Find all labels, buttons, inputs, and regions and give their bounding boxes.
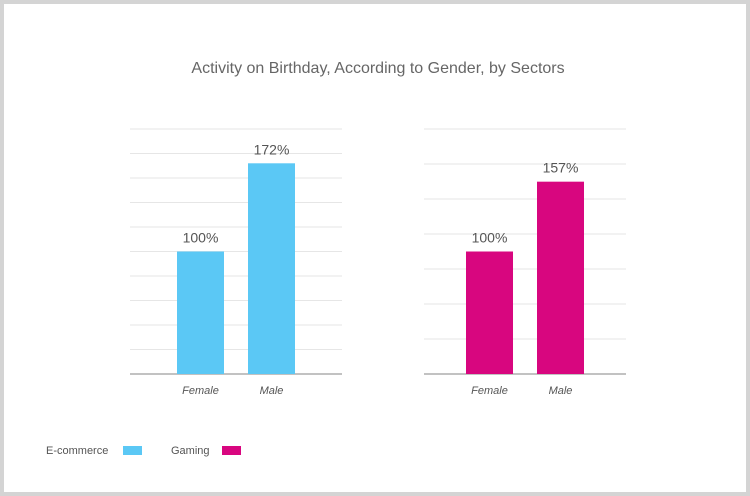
chart-title: Activity on Birthday, According to Gende… — [191, 60, 564, 77]
bar-female — [466, 251, 513, 374]
chart-panel-2: 100% Female 157% Male — [424, 128, 626, 397]
data-label: 157% — [543, 160, 579, 176]
chart-panels: 100% Female 172% Male 100% Female 157% Male — [130, 128, 626, 397]
bar-female — [177, 251, 224, 374]
data-label: 100% — [472, 230, 508, 246]
legend-label: E-commerce — [46, 445, 108, 457]
bar-male — [248, 163, 295, 374]
data-label: 100% — [183, 230, 219, 246]
x-tick-label: Male — [260, 385, 284, 397]
bar-male — [537, 181, 584, 374]
legend: E-commerce Gaming — [46, 445, 241, 457]
legend-swatch — [123, 446, 142, 455]
chart-panel-1: 100% Female 172% Male — [130, 128, 342, 397]
legend-swatch — [222, 446, 241, 455]
x-tick-label: Female — [471, 385, 508, 397]
data-label: 172% — [254, 141, 290, 157]
x-tick-label: Female — [182, 385, 219, 397]
x-tick-label: Male — [549, 385, 573, 397]
legend-label: Gaming — [171, 445, 210, 457]
